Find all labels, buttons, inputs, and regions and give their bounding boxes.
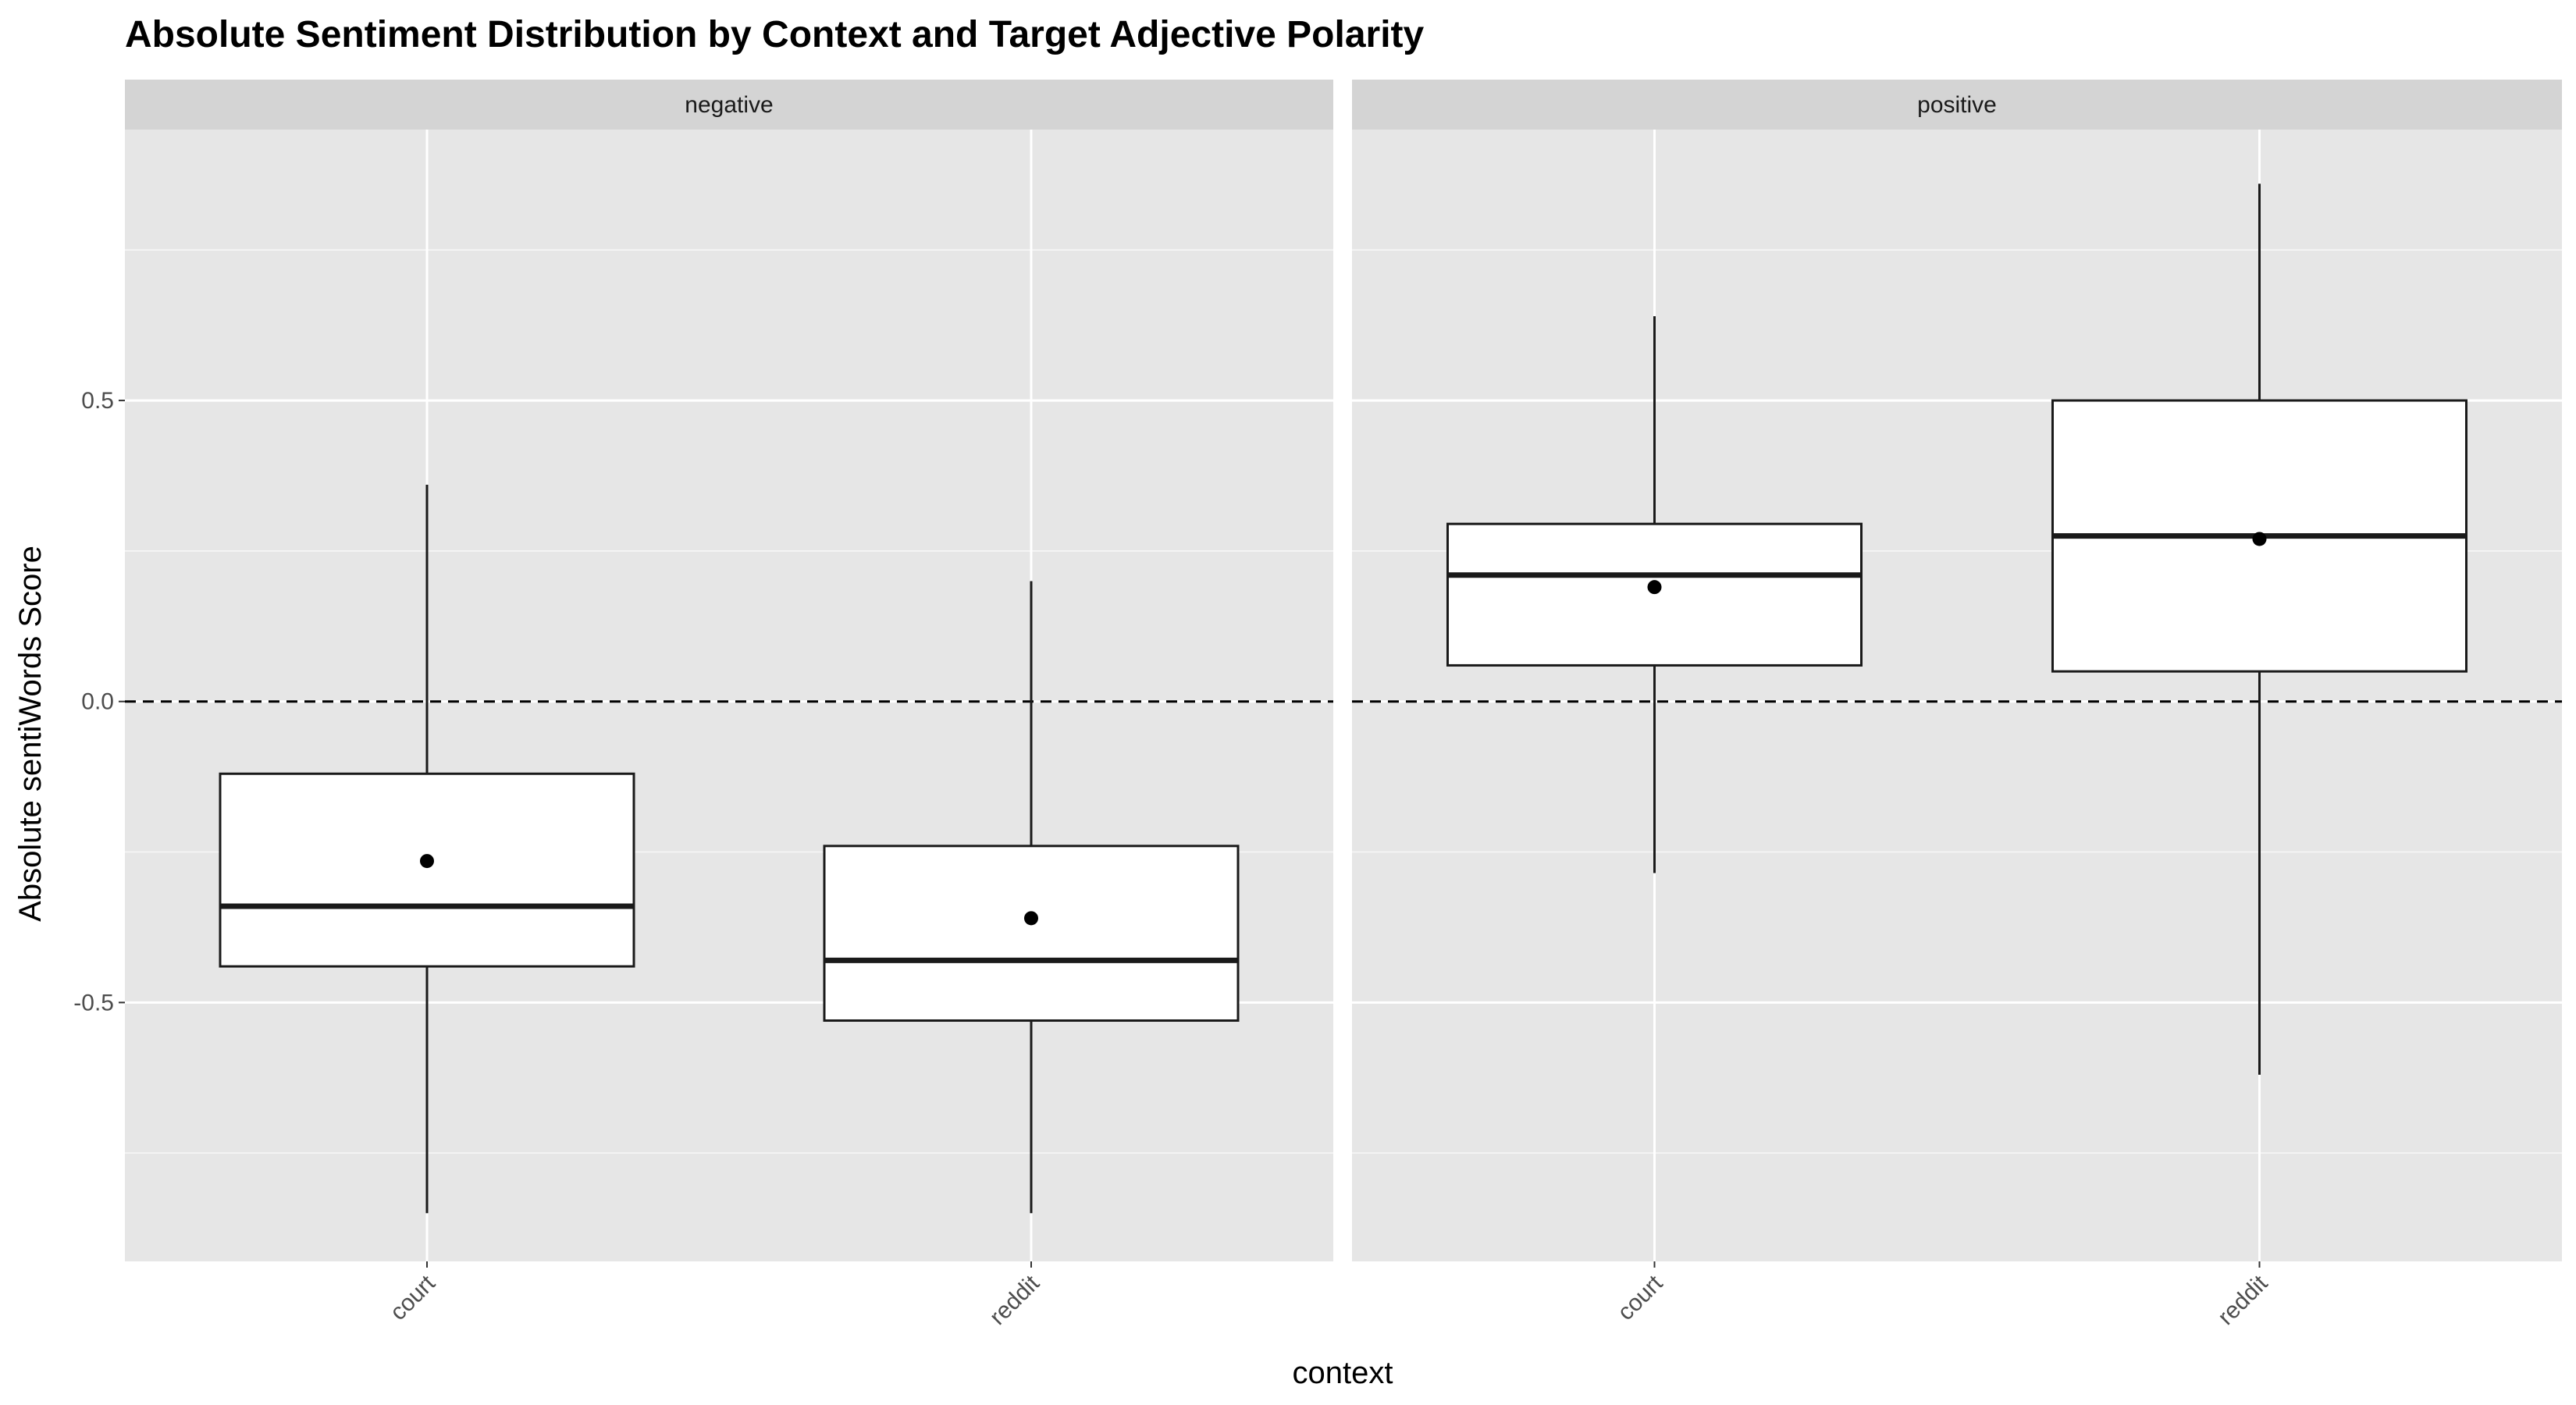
box-negative-reddit (823, 581, 1240, 1214)
x-tick-label: reddit (2213, 1270, 2273, 1330)
facet-strip-label: positive (1917, 92, 1997, 118)
iqr-box (1446, 522, 1863, 667)
iqr-box (823, 845, 1240, 1022)
facet-strip (1352, 80, 2562, 130)
panel-background (125, 130, 1333, 1261)
facet-panel-positive: positive court reddit (1352, 80, 2562, 1330)
panel-background (1352, 130, 2562, 1261)
box-positive-reddit (2051, 183, 2467, 1075)
x-tick-label: court (1613, 1270, 1668, 1325)
mean-point (1024, 911, 1038, 926)
facet-panels: negative court reddit positive court reddit (125, 80, 2562, 1330)
x-axis-title: context (1293, 1356, 1393, 1390)
mean-point (1647, 580, 1662, 595)
x-tick-label: court (385, 1270, 440, 1325)
facet-strip (125, 80, 1333, 130)
facet-panel-negative: negative court reddit (125, 80, 1333, 1330)
chart-title: Absolute Sentiment Distribution by Conte… (125, 14, 1425, 55)
box-positive-court (1446, 316, 1863, 873)
y-axis: -0.5 0.0 0.5 (73, 388, 125, 1016)
iqr-box (219, 772, 635, 968)
mean-point (2252, 532, 2267, 546)
x-tick-label: reddit (985, 1270, 1045, 1330)
facet-strip-label: negative (685, 92, 773, 118)
y-axis-title: Absolute sentiWords Score (13, 546, 48, 922)
mean-point (420, 854, 434, 869)
y-tick-label: 0.0 (81, 689, 114, 715)
box-negative-court (219, 485, 635, 1214)
y-tick-label: 0.5 (81, 388, 114, 414)
y-tick-label: -0.5 (73, 990, 114, 1016)
